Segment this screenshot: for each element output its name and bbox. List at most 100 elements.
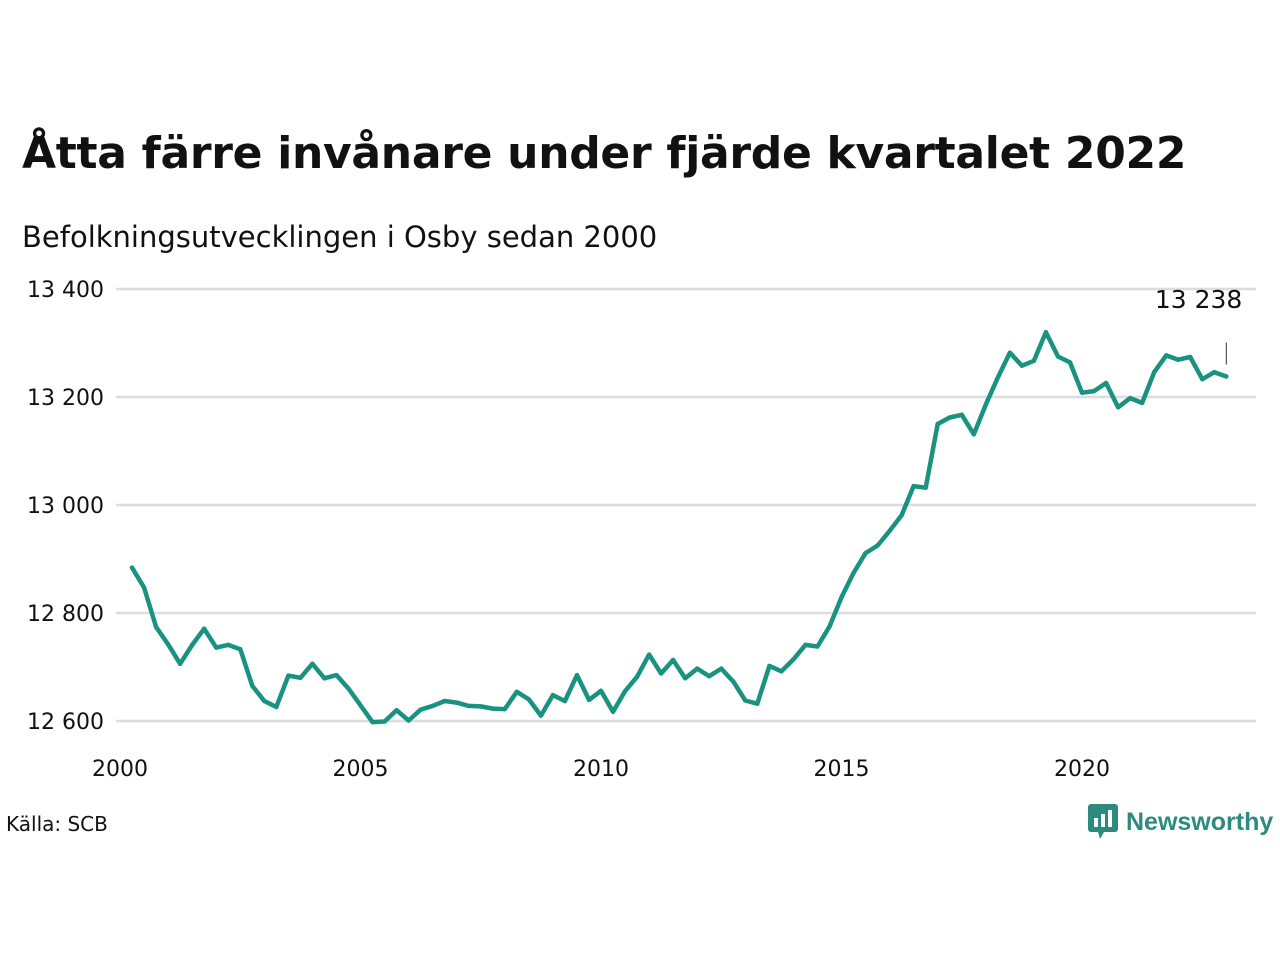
data-point: [803, 642, 808, 648]
data-point: [719, 666, 724, 671]
data-point: [214, 645, 219, 650]
y-tick-label: 12 800: [27, 602, 104, 627]
source-note: Källa: SCB: [6, 812, 108, 836]
data-point: [779, 669, 784, 674]
data-point: [550, 692, 556, 698]
data-point: [478, 704, 483, 709]
data-point: [875, 543, 880, 548]
data-point: [562, 698, 568, 704]
x-tick-label: 2010: [573, 757, 629, 782]
data-point: [418, 707, 423, 712]
data-point: [995, 375, 1001, 380]
data-point: [1151, 369, 1157, 375]
data-point: [1188, 354, 1193, 360]
data-point: [286, 673, 291, 678]
data-point: [1043, 330, 1049, 335]
end-annotation: 13 238: [1155, 285, 1242, 365]
data-point: [1079, 390, 1085, 395]
data-point: [1139, 400, 1145, 406]
data-point: [153, 624, 159, 630]
data-point: [1091, 388, 1097, 394]
data-point: [598, 688, 604, 693]
x-tick-label: 2015: [814, 757, 870, 782]
data-point: [310, 661, 315, 666]
data-point: [743, 698, 748, 703]
data-point: [1200, 376, 1205, 382]
data-point: [165, 642, 171, 647]
x-tick-label: 2000: [92, 757, 148, 782]
data-point: [1127, 395, 1133, 401]
data-point: [947, 415, 952, 420]
y-tick-label: 13 200: [27, 386, 104, 411]
y-tick-label: 13 400: [27, 278, 104, 303]
data-point: [226, 642, 231, 648]
data-point: [502, 706, 507, 712]
data-point: [911, 483, 916, 489]
data-point: [394, 708, 399, 713]
data-point: [1176, 357, 1181, 362]
data-point: [839, 595, 844, 600]
series-layer: [129, 329, 1229, 725]
data-point: [382, 719, 387, 724]
data-point: [334, 672, 339, 678]
data-point: [634, 674, 640, 679]
chart-subtitle: Befolkningsutvecklingen i Osby sedan 200…: [22, 220, 658, 254]
y-axis-tick-labels: 12 600 12 800 13 000 13 200 13 400: [27, 278, 104, 735]
data-point: [815, 644, 820, 649]
data-point: [755, 701, 760, 706]
data-point: [622, 689, 628, 694]
data-point: [1067, 360, 1073, 365]
newsworthy-logo-icon: [1088, 804, 1118, 839]
data-point: [923, 485, 928, 490]
data-point: [863, 550, 868, 556]
gridlines: [116, 287, 1256, 723]
data-point: [141, 585, 147, 590]
data-point: [695, 666, 700, 671]
data-point: [971, 432, 976, 437]
data-point: [274, 704, 279, 710]
data-point: [1007, 350, 1013, 355]
data-point: [887, 528, 892, 534]
data-point: [490, 706, 495, 711]
data-point: [935, 421, 940, 427]
data-point: [983, 402, 988, 407]
data-point: [358, 703, 363, 708]
data-point: [238, 646, 243, 652]
data-point: [262, 698, 267, 704]
x-tick-label: 2020: [1054, 757, 1110, 782]
data-point: [646, 652, 652, 657]
data-point: [827, 624, 832, 629]
series-line: [129, 329, 1229, 725]
data-point: [791, 657, 796, 662]
data-point: [1019, 363, 1025, 368]
x-axis-tick-labels: 2000 2005 2010 2015 2020: [92, 757, 1110, 782]
data-point: [322, 676, 327, 681]
y-tick-label: 13 000: [27, 494, 104, 519]
data-point: [586, 697, 592, 703]
data-point: [959, 412, 964, 418]
data-point: [1163, 353, 1169, 358]
data-point: [514, 689, 520, 695]
data-point: [430, 703, 435, 709]
data-point: [250, 683, 255, 689]
data-point: [899, 513, 904, 518]
chart-title: Åtta färre invånare under fjärde kvartal…: [22, 128, 1187, 179]
data-point: [851, 570, 856, 576]
data-point: [610, 709, 616, 715]
data-point: [454, 700, 459, 705]
data-point: [346, 686, 351, 691]
data-point: [129, 565, 135, 570]
data-point: [189, 642, 195, 648]
data-point: [1031, 358, 1037, 364]
end-value-label: 13 238: [1155, 285, 1242, 314]
data-point: [406, 718, 411, 723]
data-point: [1224, 374, 1229, 379]
data-point: [670, 657, 676, 663]
data-point: [370, 719, 375, 725]
x-tick-label: 2005: [333, 757, 389, 782]
data-point: [682, 676, 688, 681]
data-point: [526, 697, 532, 702]
data-point: [442, 698, 447, 704]
data-point: [574, 672, 580, 678]
